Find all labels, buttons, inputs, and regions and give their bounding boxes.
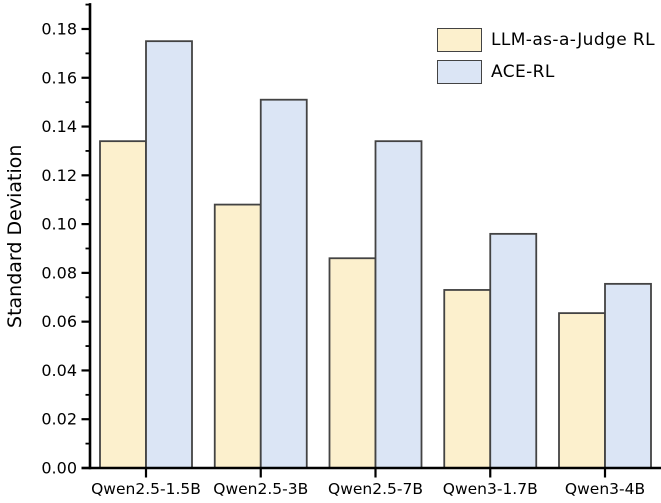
x-tick-label: Qwen3-4B (565, 480, 645, 498)
y-tick-label: 0.04 (41, 361, 77, 380)
y-tick-label: 0.14 (41, 117, 77, 136)
bar-llm-judge-rl-qwen2.5-7b (328, 257, 377, 469)
x-tick-label: Qwen2.5-3B (213, 480, 308, 498)
bar-llm-judge-rl-qwen3-1.7b (443, 289, 492, 469)
legend-label-ace-rl: ACE-RL (491, 61, 555, 82)
legend: LLM-as-a-Judge RL ACE-RL (437, 27, 655, 91)
x-tick-label: Qwen2.5-1.5B (91, 480, 201, 498)
legend-item-ace-rl: ACE-RL (437, 59, 655, 84)
bar-ace-rl-qwen3-1.7b (489, 232, 538, 469)
bar-ace-rl-qwen2.5-3b (259, 98, 308, 469)
y-tick-label: 0.16 (41, 68, 77, 87)
x-tick-label: Qwen2.5-7B (328, 480, 423, 498)
bar-llm-judge-rl-qwen2.5-3b (213, 203, 262, 469)
y-axis-title: Standard Deviation (4, 145, 26, 328)
legend-swatch-llm-judge-rl (437, 27, 482, 52)
bar-ace-rl-qwen3-4b (604, 282, 652, 469)
bar-llm-judge-rl-qwen3-4b (558, 312, 606, 469)
y-tick-label: 0.12 (41, 166, 77, 185)
y-tick-label: 0.06 (41, 312, 77, 331)
y-tick-label: 0.00 (41, 459, 77, 478)
legend-label-llm-judge-rl: LLM-as-a-Judge RL (491, 29, 655, 50)
bar-ace-rl-qwen2.5-7b (374, 140, 423, 469)
y-tick-label: 0.18 (41, 19, 77, 38)
legend-item-llm-judge-rl: LLM-as-a-Judge RL (437, 27, 655, 52)
y-tick-label: 0.10 (41, 215, 77, 234)
x-tick-label: Qwen3-1.7B (443, 480, 538, 498)
legend-swatch-ace-rl (437, 59, 482, 84)
bar-llm-judge-rl-qwen2.5-1.5b (99, 140, 147, 469)
bar-ace-rl-qwen2.5-1.5b (145, 40, 193, 469)
y-tick-label: 0.02 (41, 410, 77, 429)
y-tick-label: 0.08 (41, 263, 77, 282)
